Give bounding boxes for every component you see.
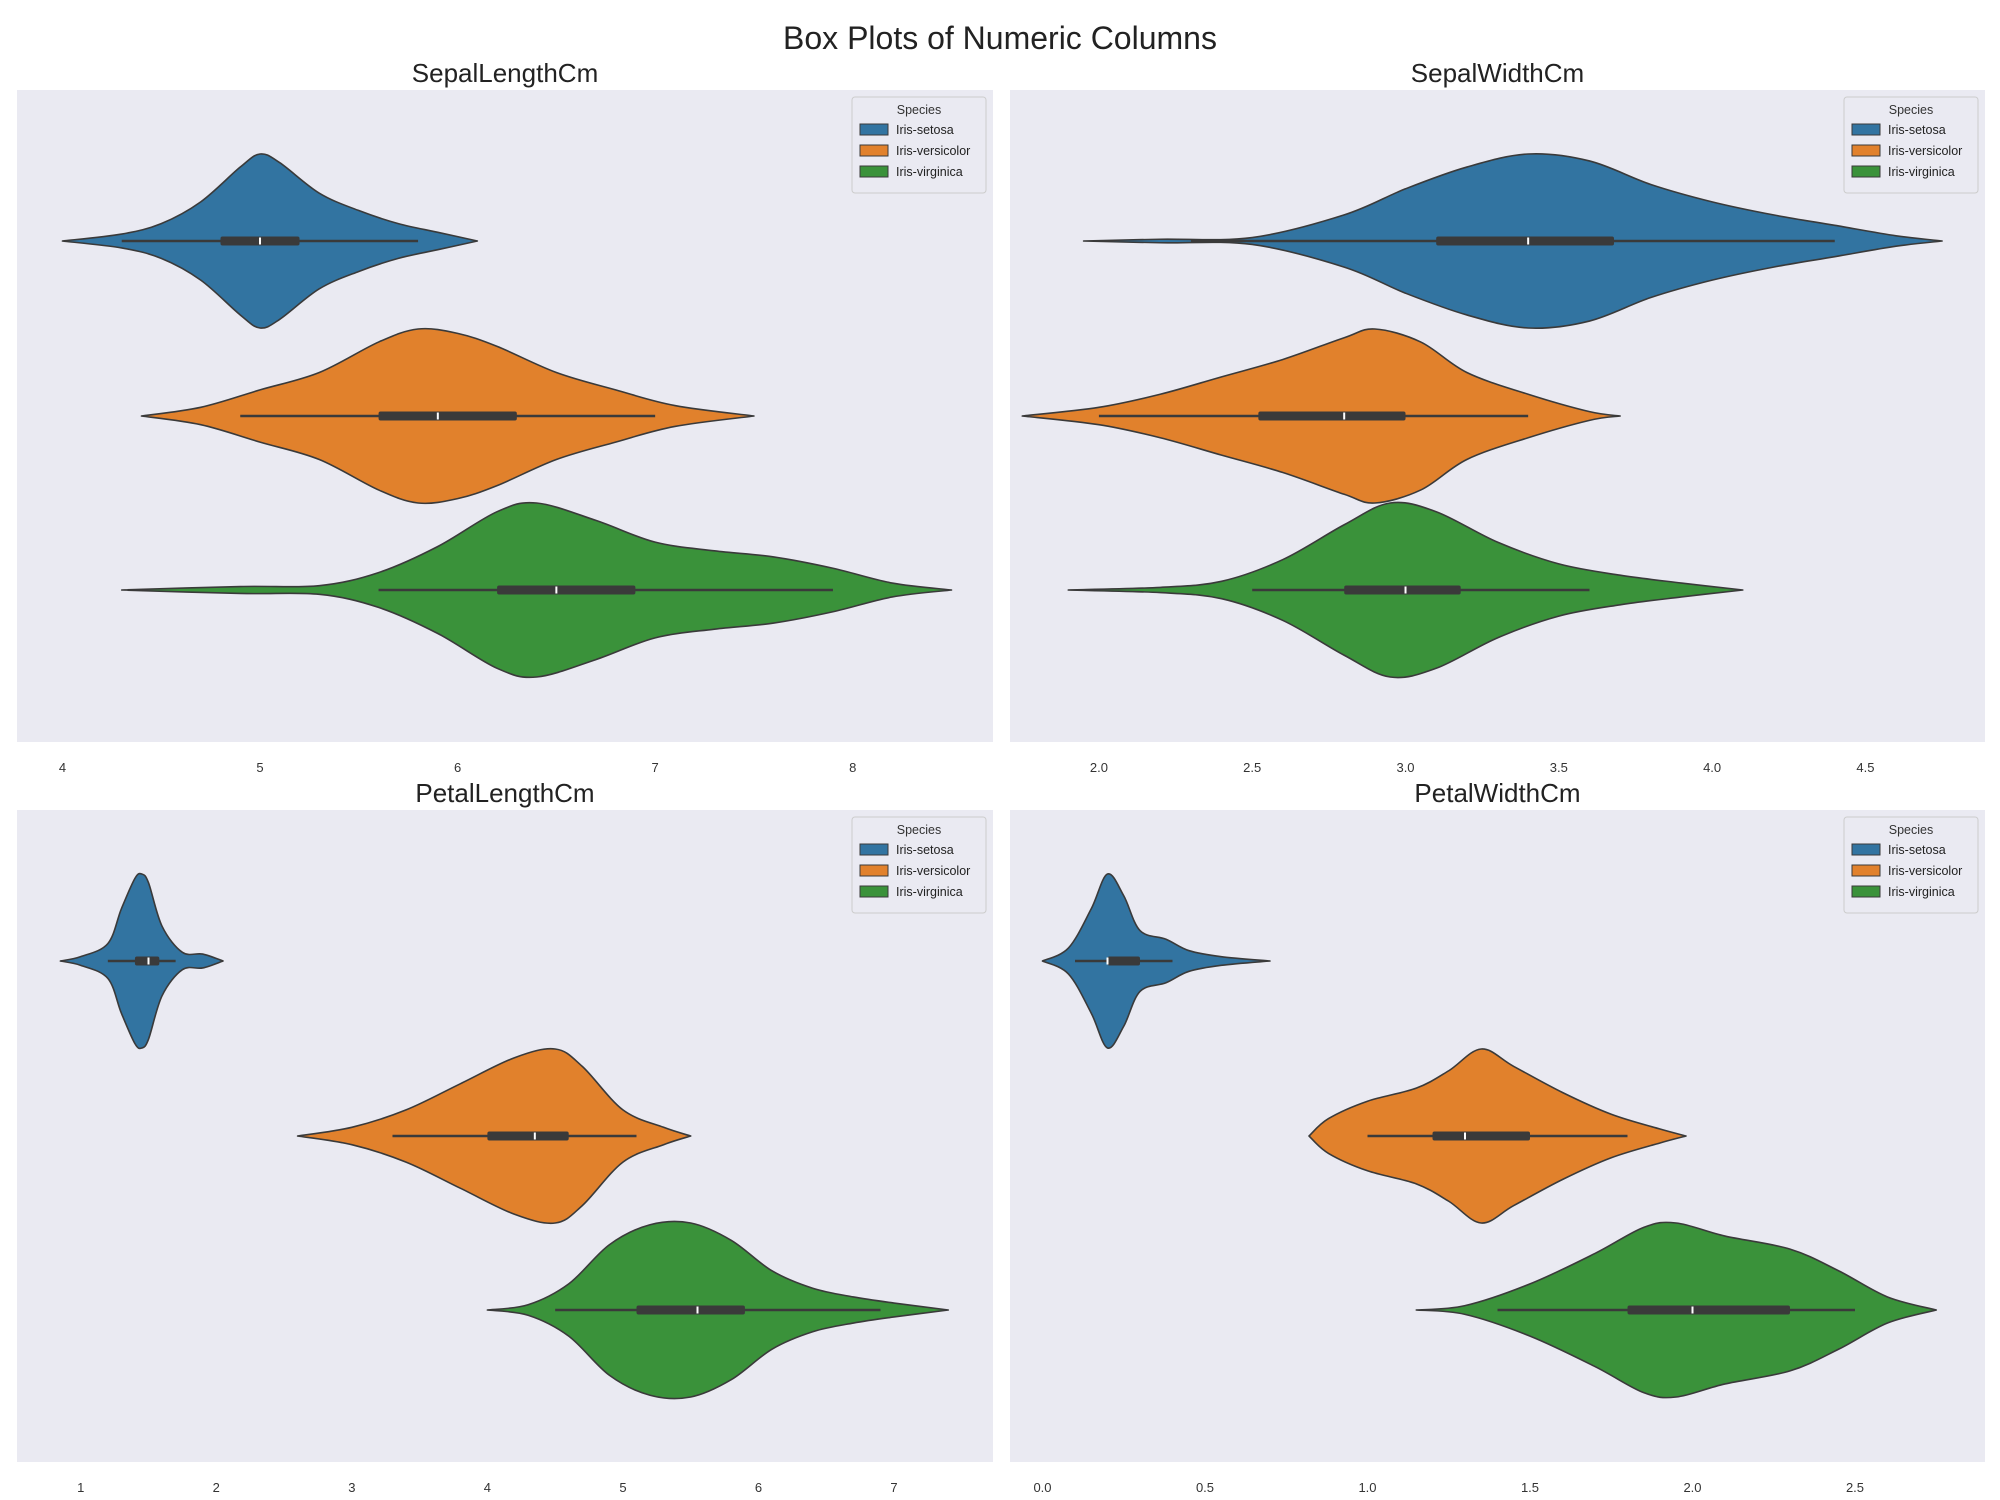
legend-label: Iris-setosa xyxy=(1888,123,1946,137)
violin-iris-versicolor xyxy=(140,327,755,505)
legend-label: Iris-virginica xyxy=(1888,885,1955,899)
legend: Species Iris-setosa Iris-versicolor Iris-vi… xyxy=(1843,816,1979,914)
legend-label: Iris-versicolor xyxy=(1888,144,1962,158)
x-tick-label: 7 xyxy=(890,1480,897,1495)
iqr-box xyxy=(1432,1131,1530,1141)
violin-panel-sepallengthcm: SepalLengthCm 4 5 6 7 8 Species Iris-setosa Iris… xyxy=(17,58,993,775)
x-tick-label: 5 xyxy=(619,1480,626,1495)
legend-swatch xyxy=(859,165,889,178)
x-tick-label: 0.0 xyxy=(1033,1480,1051,1495)
legend-swatch xyxy=(859,144,889,157)
x-tick-label: 7 xyxy=(652,760,659,775)
x-tick-label: 2 xyxy=(213,1480,220,1495)
legend-swatch xyxy=(1851,165,1881,178)
legend-label: Iris-virginica xyxy=(896,165,963,179)
violin-iris-setosa xyxy=(59,872,224,1050)
iqr-box xyxy=(1258,411,1406,421)
x-tick-label: 0.5 xyxy=(1196,1480,1214,1495)
legend-swatch xyxy=(1851,864,1881,877)
legend-label: Iris-virginica xyxy=(1888,165,1955,179)
legend-swatch xyxy=(1851,885,1881,898)
panel-title: PetalLengthCm xyxy=(415,778,594,808)
legend-title: Species xyxy=(1889,823,1933,837)
iqr-box xyxy=(1107,956,1140,966)
violin-iris-virginica xyxy=(486,1220,950,1400)
legend-label: Iris-setosa xyxy=(896,843,954,857)
iqr-box xyxy=(487,1131,569,1141)
violin-iris-setosa xyxy=(1041,873,1271,1049)
legend-swatch xyxy=(1851,123,1881,136)
legend-label: Iris-versicolor xyxy=(896,144,970,158)
legend-swatch xyxy=(859,843,889,856)
x-tick-label: 6 xyxy=(755,1480,762,1495)
violin-iris-setosa xyxy=(61,153,479,329)
legend-label: Iris-setosa xyxy=(1888,843,1946,857)
x-tick-label: 4 xyxy=(484,1480,491,1495)
legend-label: Iris-versicolor xyxy=(896,864,970,878)
x-tick-label: 2.0 xyxy=(1090,760,1108,775)
violin-iris-setosa xyxy=(1082,152,1943,329)
x-tick-label: 4.5 xyxy=(1856,760,1874,775)
legend-swatch xyxy=(859,885,889,898)
x-tick-label: 2.0 xyxy=(1683,1480,1701,1495)
figure-title: Box Plots of Numeric Columns xyxy=(783,20,1217,56)
x-tick-label: 2.5 xyxy=(1846,1480,1864,1495)
iqr-box xyxy=(1436,236,1615,246)
iqr-box xyxy=(497,585,636,595)
legend-title: Species xyxy=(897,823,941,837)
violin-iris-versicolor xyxy=(296,1047,692,1225)
x-tick-label: 5 xyxy=(256,760,263,775)
x-tick-label: 8 xyxy=(849,760,856,775)
violin-iris-virginica xyxy=(1415,1221,1938,1399)
iqr-box xyxy=(378,411,517,421)
x-tick-label: 3 xyxy=(348,1480,355,1495)
legend-swatch xyxy=(859,123,889,136)
violin-panel-petalwidthcm: PetalWidthCm 0.0 0.5 1.0 1.5 2.0 2.5 Species Iri… xyxy=(1010,778,1985,1495)
panel-title: SepalLengthCm xyxy=(412,58,598,88)
legend: Species Iris-setosa Iris-versicolor Iris-vi… xyxy=(851,96,987,194)
legend: Species Iris-setosa Iris-versicolor Iris-vi… xyxy=(851,816,987,914)
violin-iris-versicolor xyxy=(1308,1048,1687,1224)
x-tick-label: 3.5 xyxy=(1550,760,1568,775)
x-tick-label: 2.5 xyxy=(1243,760,1261,775)
legend-swatch xyxy=(1851,144,1881,157)
legend-swatch xyxy=(859,864,889,877)
x-tick-label: 4.0 xyxy=(1703,760,1721,775)
iqr-box xyxy=(1344,585,1461,595)
iqr-box xyxy=(1627,1305,1790,1315)
legend-swatch xyxy=(1851,843,1881,856)
x-tick-label: 1.0 xyxy=(1358,1480,1376,1495)
x-tick-label: 1 xyxy=(77,1480,84,1495)
legend-label: Iris-virginica xyxy=(896,885,963,899)
violin-iris-virginica xyxy=(1067,501,1744,679)
x-tick-label: 4 xyxy=(59,760,66,775)
violin-panel-sepalwidthcm: SepalWidthCm 2.0 2.5 3.0 3.5 4.0 4.5 Species Iri… xyxy=(1010,58,1985,775)
panel-title: PetalWidthCm xyxy=(1414,778,1580,808)
legend-title: Species xyxy=(897,103,941,117)
x-tick-label: 3.0 xyxy=(1396,760,1414,775)
legend-label: Iris-setosa xyxy=(896,123,954,137)
violin-iris-virginica xyxy=(120,501,953,679)
iqr-box xyxy=(134,956,160,966)
violin-iris-versicolor xyxy=(1021,328,1621,504)
iqr-box xyxy=(636,1305,745,1315)
x-tick-label: 6 xyxy=(454,760,461,775)
x-tick-label: 1.5 xyxy=(1521,1480,1539,1495)
legend: Species Iris-setosa Iris-versicolor Iris-vi… xyxy=(1843,96,1979,194)
legend-label: Iris-versicolor xyxy=(1888,864,1962,878)
legend-title: Species xyxy=(1889,103,1933,117)
panel-title: SepalWidthCm xyxy=(1411,58,1584,88)
violin-panel-petallengthcm: PetalLengthCm 1 2 3 4 5 6 7 Species Iris-setosa Ir… xyxy=(17,778,993,1495)
